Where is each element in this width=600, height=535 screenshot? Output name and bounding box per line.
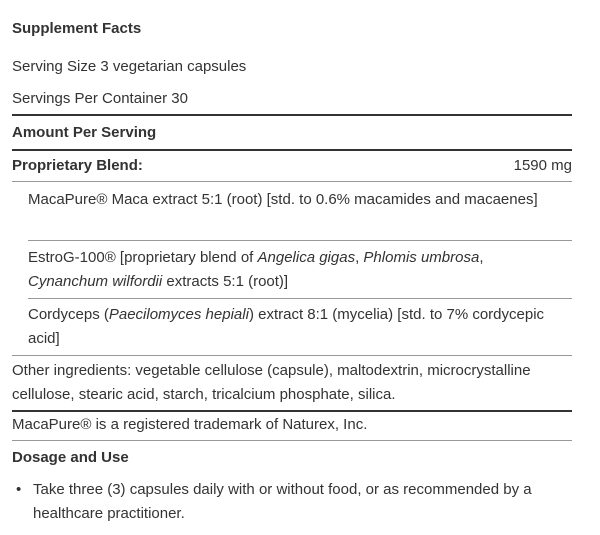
divider — [12, 114, 572, 116]
blend-amount: 1590 mg — [513, 157, 572, 174]
blend-row: Proprietary Blend: 1590 mg — [12, 154, 572, 178]
divider — [28, 240, 572, 241]
ingredient: Cordyceps (Paecilomyces hepiali) extract… — [28, 303, 548, 351]
text: EstroG-100® [proprietary blend of — [28, 249, 258, 266]
bullet: • — [16, 481, 22, 498]
text: extracts 5:1 (root)] — [162, 273, 289, 290]
amount-header: Amount Per Serving — [12, 124, 157, 141]
divider — [12, 149, 572, 151]
italic-text: Phlomis umbrosa — [363, 249, 480, 266]
divider — [12, 355, 572, 356]
italic-text: Cynanchum wilfordii — [28, 273, 163, 290]
text: , — [355, 249, 364, 266]
dosage-item: Take three (3) capsules daily with or wi… — [33, 481, 532, 522]
blend-name: Proprietary Blend: — [12, 157, 143, 174]
other-ingredients: Other ingredients: vegetable cellulose (… — [12, 362, 531, 403]
text: Cordyceps ( — [28, 306, 109, 323]
divider — [12, 410, 572, 412]
text: ) extract 8:1 (mycelia) [std. to 7% cord… — [28, 306, 545, 347]
divider — [12, 440, 572, 441]
text: MacaPure® Maca extract 5:1 (root) [std. … — [28, 191, 538, 208]
italic-text: Angelica gigas — [257, 249, 356, 266]
title: Supplement Facts — [12, 20, 142, 37]
ingredient: EstroG-100® [proprietary blend of Angeli… — [28, 246, 548, 294]
italic-text: Paecilomyces hepiali — [108, 306, 249, 323]
ingredient: MacaPure® Maca extract 5:1 (root) [std. … — [28, 188, 548, 212]
trademark: MacaPure® is a registered trademark of N… — [12, 416, 368, 433]
text: , — [479, 249, 484, 266]
divider — [12, 181, 572, 182]
divider — [28, 298, 572, 299]
dosage-title: Dosage and Use — [12, 449, 129, 466]
servings-per-container: Servings Per Container 30 — [12, 90, 188, 107]
serving-size: Serving Size 3 vegetarian capsules — [12, 58, 247, 75]
